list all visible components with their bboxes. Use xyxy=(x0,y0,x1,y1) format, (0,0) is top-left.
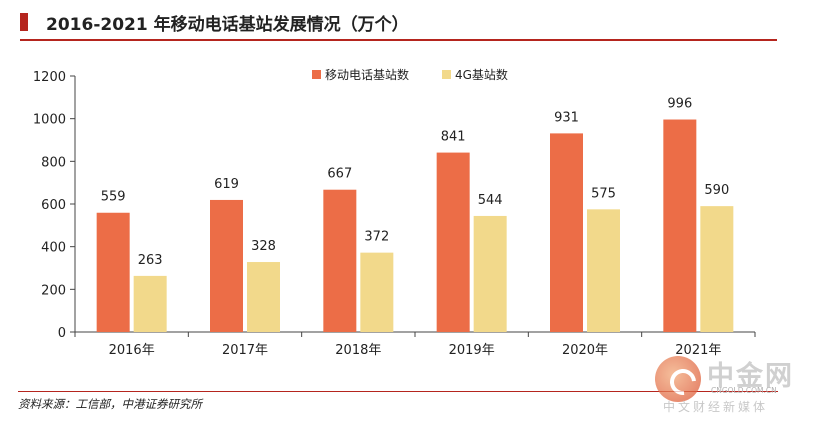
data-label: 559 xyxy=(101,190,126,205)
data-label: 328 xyxy=(251,239,276,254)
x-tick-label: 2020年 xyxy=(562,343,608,358)
legend-swatch xyxy=(312,70,321,79)
data-label: 841 xyxy=(441,130,466,145)
legend-swatch xyxy=(442,70,451,79)
data-label: 619 xyxy=(214,177,239,192)
x-tick-label: 2019年 xyxy=(449,343,495,358)
bar-mobile xyxy=(96,212,130,332)
x-tick-label: 2021年 xyxy=(675,343,721,358)
watermark-url: CNGOLD.COM.CN xyxy=(711,386,777,395)
source-note: 资料来源：工信部，中港证券研究所 xyxy=(18,397,202,411)
title-marker xyxy=(20,13,28,31)
data-label: 996 xyxy=(667,97,692,112)
chart-axes: 0 200 400 600 800 1000 1200 2016年 2017年 2018年 2019… xyxy=(33,70,756,358)
watermark-tagline: 中文财经新媒体 xyxy=(663,400,769,414)
watermark-logo-icon xyxy=(655,356,702,402)
x-tick-label: 2016年 xyxy=(109,343,155,358)
chart-bars xyxy=(96,119,734,333)
page-title: 2016-2021 年移动电话基站发展情况（万个） xyxy=(46,15,409,35)
data-label: 263 xyxy=(138,253,163,268)
y-tick-label: 200 xyxy=(41,283,66,298)
bar-mobile xyxy=(663,119,697,333)
title-block: 2016-2021 年移动电话基站发展情况（万个） xyxy=(20,2,777,40)
y-tick-label: 0 xyxy=(58,326,66,341)
source-rule xyxy=(18,391,778,392)
bar-4g xyxy=(700,206,734,332)
bar-4g xyxy=(587,209,620,332)
data-label: 372 xyxy=(364,230,389,245)
legend-label: 4G基站数 xyxy=(455,67,508,82)
chart-legend: 移动电话基站数 4G基站数 xyxy=(312,67,508,82)
y-tick-label: 800 xyxy=(41,155,66,170)
chart-data-labels: 559 263 619 328 667 372 841 544 931 575 996 590 xyxy=(101,97,729,268)
bar-4g xyxy=(247,262,280,332)
x-tick-label: 2018年 xyxy=(335,343,381,358)
bar-mobile xyxy=(436,152,470,332)
title-rule xyxy=(20,39,777,41)
bar-mobile xyxy=(323,189,357,332)
legend-label: 移动电话基站数 xyxy=(325,67,409,82)
data-label: 931 xyxy=(554,110,579,125)
bar-mobile xyxy=(550,133,583,332)
bar-4g xyxy=(473,215,507,332)
y-tick-label: 600 xyxy=(41,198,66,213)
bar-mobile xyxy=(210,199,243,332)
watermark-name: 中金网 xyxy=(707,361,794,392)
watermark: 中金网 CNGOLD.COM.CN 中文财经新媒体 xyxy=(655,352,805,414)
data-label: 544 xyxy=(478,193,503,208)
data-label: 590 xyxy=(704,183,729,198)
y-tick-label: 1000 xyxy=(33,113,66,128)
bar-4g xyxy=(360,252,394,332)
y-tick-label: 1200 xyxy=(33,70,66,85)
x-tick-label: 2017年 xyxy=(222,343,268,358)
data-label: 667 xyxy=(327,167,352,182)
watermark-logo-mark xyxy=(664,363,702,401)
y-tick-label: 400 xyxy=(41,241,66,256)
data-label: 575 xyxy=(591,186,616,201)
bar-4g xyxy=(133,275,167,332)
